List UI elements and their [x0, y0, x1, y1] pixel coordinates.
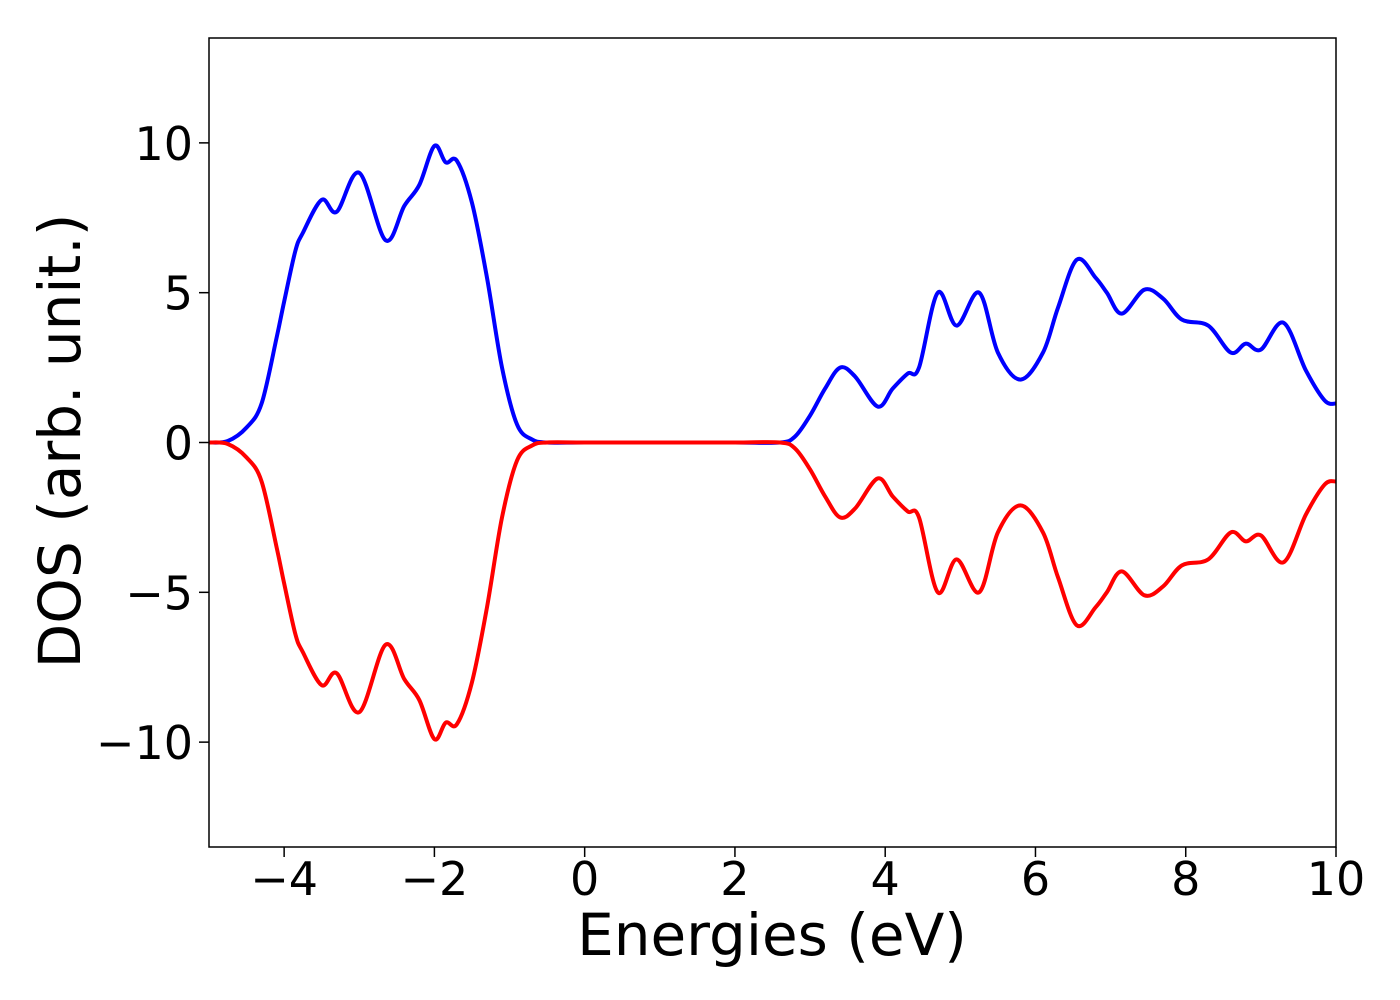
y-tick-label: 10 — [134, 117, 193, 171]
x-tick-label: 4 — [871, 852, 900, 906]
x-axis-label: Energies (eV) — [577, 901, 967, 969]
y-axis-label: DOS (arb. unit.) — [26, 214, 94, 669]
x-tick-label: 0 — [570, 852, 599, 906]
plot-frame — [208, 37, 1337, 848]
x-tick-label: −4 — [250, 852, 318, 906]
x-tick-label: 10 — [1307, 852, 1366, 906]
dos-line — [208, 440, 1337, 742]
x-tick-label: −2 — [400, 852, 468, 906]
y-tick-label: 5 — [164, 267, 193, 321]
y-tick-label: −10 — [96, 716, 193, 770]
dos-line — [208, 143, 1337, 445]
y-tick-label: −5 — [125, 566, 193, 620]
x-tick-label: 8 — [1171, 852, 1200, 906]
x-tick-label: 2 — [720, 852, 749, 906]
y-tick-label: 0 — [164, 417, 193, 471]
x-tick-label: 6 — [1021, 852, 1050, 906]
